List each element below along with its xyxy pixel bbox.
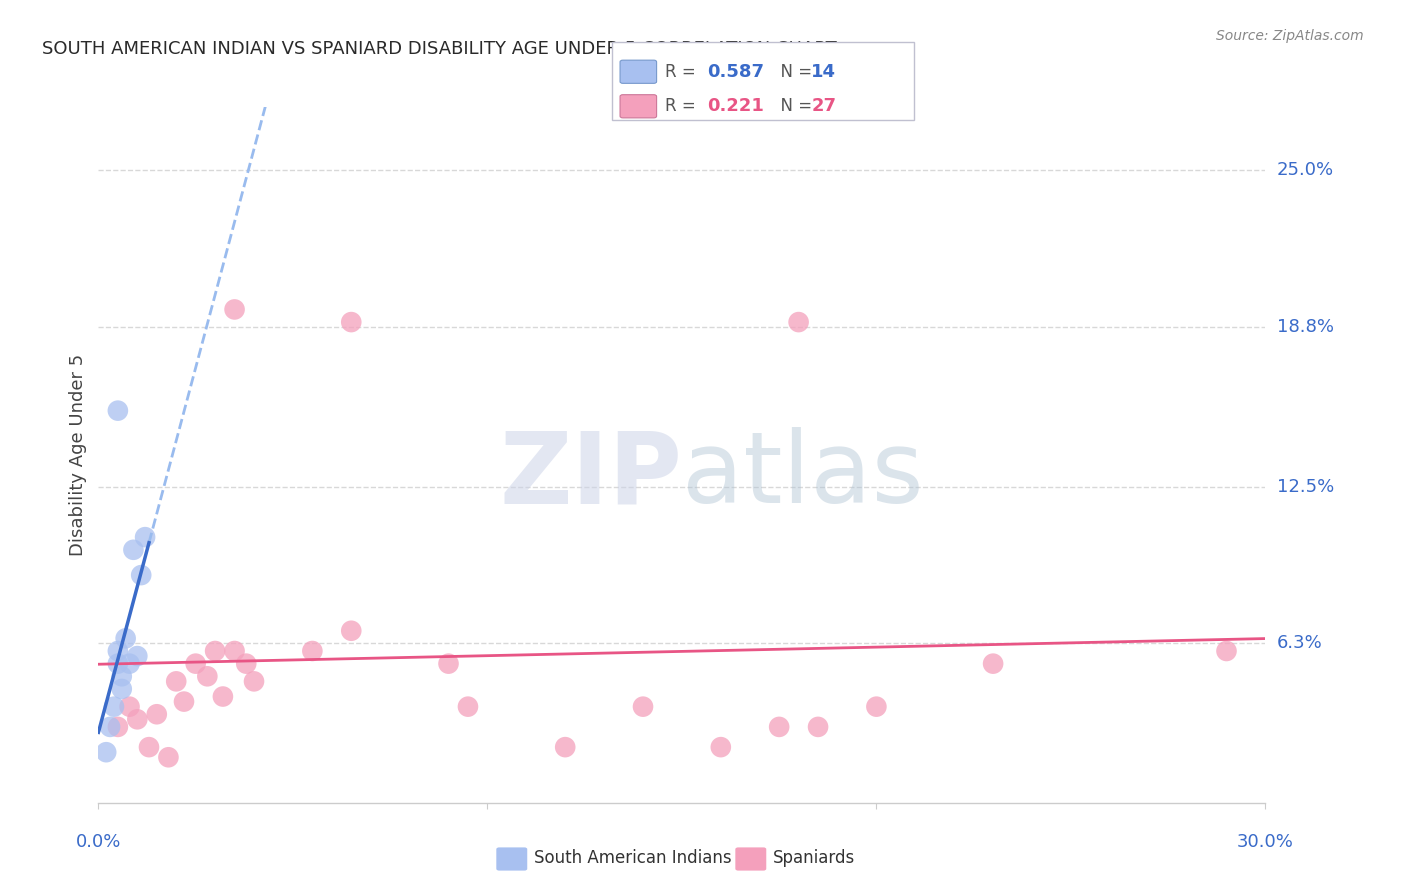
Point bbox=[554, 740, 576, 755]
Point bbox=[710, 740, 733, 755]
Text: R =: R = bbox=[665, 97, 702, 115]
Point bbox=[204, 644, 226, 658]
Point bbox=[301, 644, 323, 658]
Text: 12.5%: 12.5% bbox=[1277, 477, 1334, 496]
Text: 25.0%: 25.0% bbox=[1277, 161, 1334, 179]
Point bbox=[224, 644, 246, 658]
Text: South American Indians: South American Indians bbox=[534, 849, 733, 867]
Text: 14: 14 bbox=[811, 62, 837, 81]
Point bbox=[981, 657, 1004, 671]
Point bbox=[134, 530, 156, 544]
Point bbox=[437, 657, 460, 671]
Point bbox=[768, 720, 790, 734]
Point bbox=[235, 657, 257, 671]
Text: ZIP: ZIP bbox=[499, 427, 682, 524]
Point bbox=[787, 315, 810, 329]
Point bbox=[118, 657, 141, 671]
Point bbox=[184, 657, 207, 671]
Point bbox=[631, 699, 654, 714]
Point bbox=[195, 669, 218, 683]
Text: N =: N = bbox=[770, 62, 818, 81]
Point bbox=[114, 632, 136, 646]
Point bbox=[122, 542, 145, 557]
Point bbox=[127, 648, 149, 663]
Point bbox=[340, 624, 363, 638]
Point bbox=[457, 699, 479, 714]
Point bbox=[107, 657, 129, 671]
Point bbox=[165, 674, 187, 689]
Point bbox=[1215, 644, 1237, 658]
Y-axis label: Disability Age Under 5: Disability Age Under 5 bbox=[69, 354, 87, 556]
Point bbox=[212, 690, 235, 704]
Text: SOUTH AMERICAN INDIAN VS SPANIARD DISABILITY AGE UNDER 5 CORRELATION CHART: SOUTH AMERICAN INDIAN VS SPANIARD DISABI… bbox=[42, 40, 837, 58]
Text: 27: 27 bbox=[811, 97, 837, 115]
Point bbox=[173, 695, 195, 709]
Text: Spaniards: Spaniards bbox=[773, 849, 855, 867]
Point bbox=[807, 720, 830, 734]
Text: 0.0%: 0.0% bbox=[76, 833, 121, 851]
Point bbox=[243, 674, 266, 689]
Point bbox=[111, 681, 134, 696]
Point bbox=[157, 750, 180, 764]
Point bbox=[107, 644, 129, 658]
Text: N =: N = bbox=[770, 97, 818, 115]
Point bbox=[107, 403, 129, 417]
Point bbox=[98, 720, 121, 734]
Point bbox=[224, 302, 246, 317]
Text: Source: ZipAtlas.com: Source: ZipAtlas.com bbox=[1216, 29, 1364, 43]
Point bbox=[107, 720, 129, 734]
Text: 0.587: 0.587 bbox=[707, 62, 765, 81]
Point bbox=[111, 669, 134, 683]
Point bbox=[138, 740, 160, 755]
Point bbox=[127, 712, 149, 726]
Text: R =: R = bbox=[665, 62, 702, 81]
Text: 30.0%: 30.0% bbox=[1237, 833, 1294, 851]
Point bbox=[118, 699, 141, 714]
Text: 0.221: 0.221 bbox=[707, 97, 763, 115]
Point bbox=[146, 707, 169, 722]
Point bbox=[340, 315, 363, 329]
Point bbox=[96, 745, 118, 759]
Text: 18.8%: 18.8% bbox=[1277, 318, 1333, 336]
Point bbox=[103, 699, 125, 714]
Text: 6.3%: 6.3% bbox=[1277, 634, 1322, 652]
Point bbox=[129, 568, 152, 582]
Text: atlas: atlas bbox=[682, 427, 924, 524]
Point bbox=[865, 699, 887, 714]
